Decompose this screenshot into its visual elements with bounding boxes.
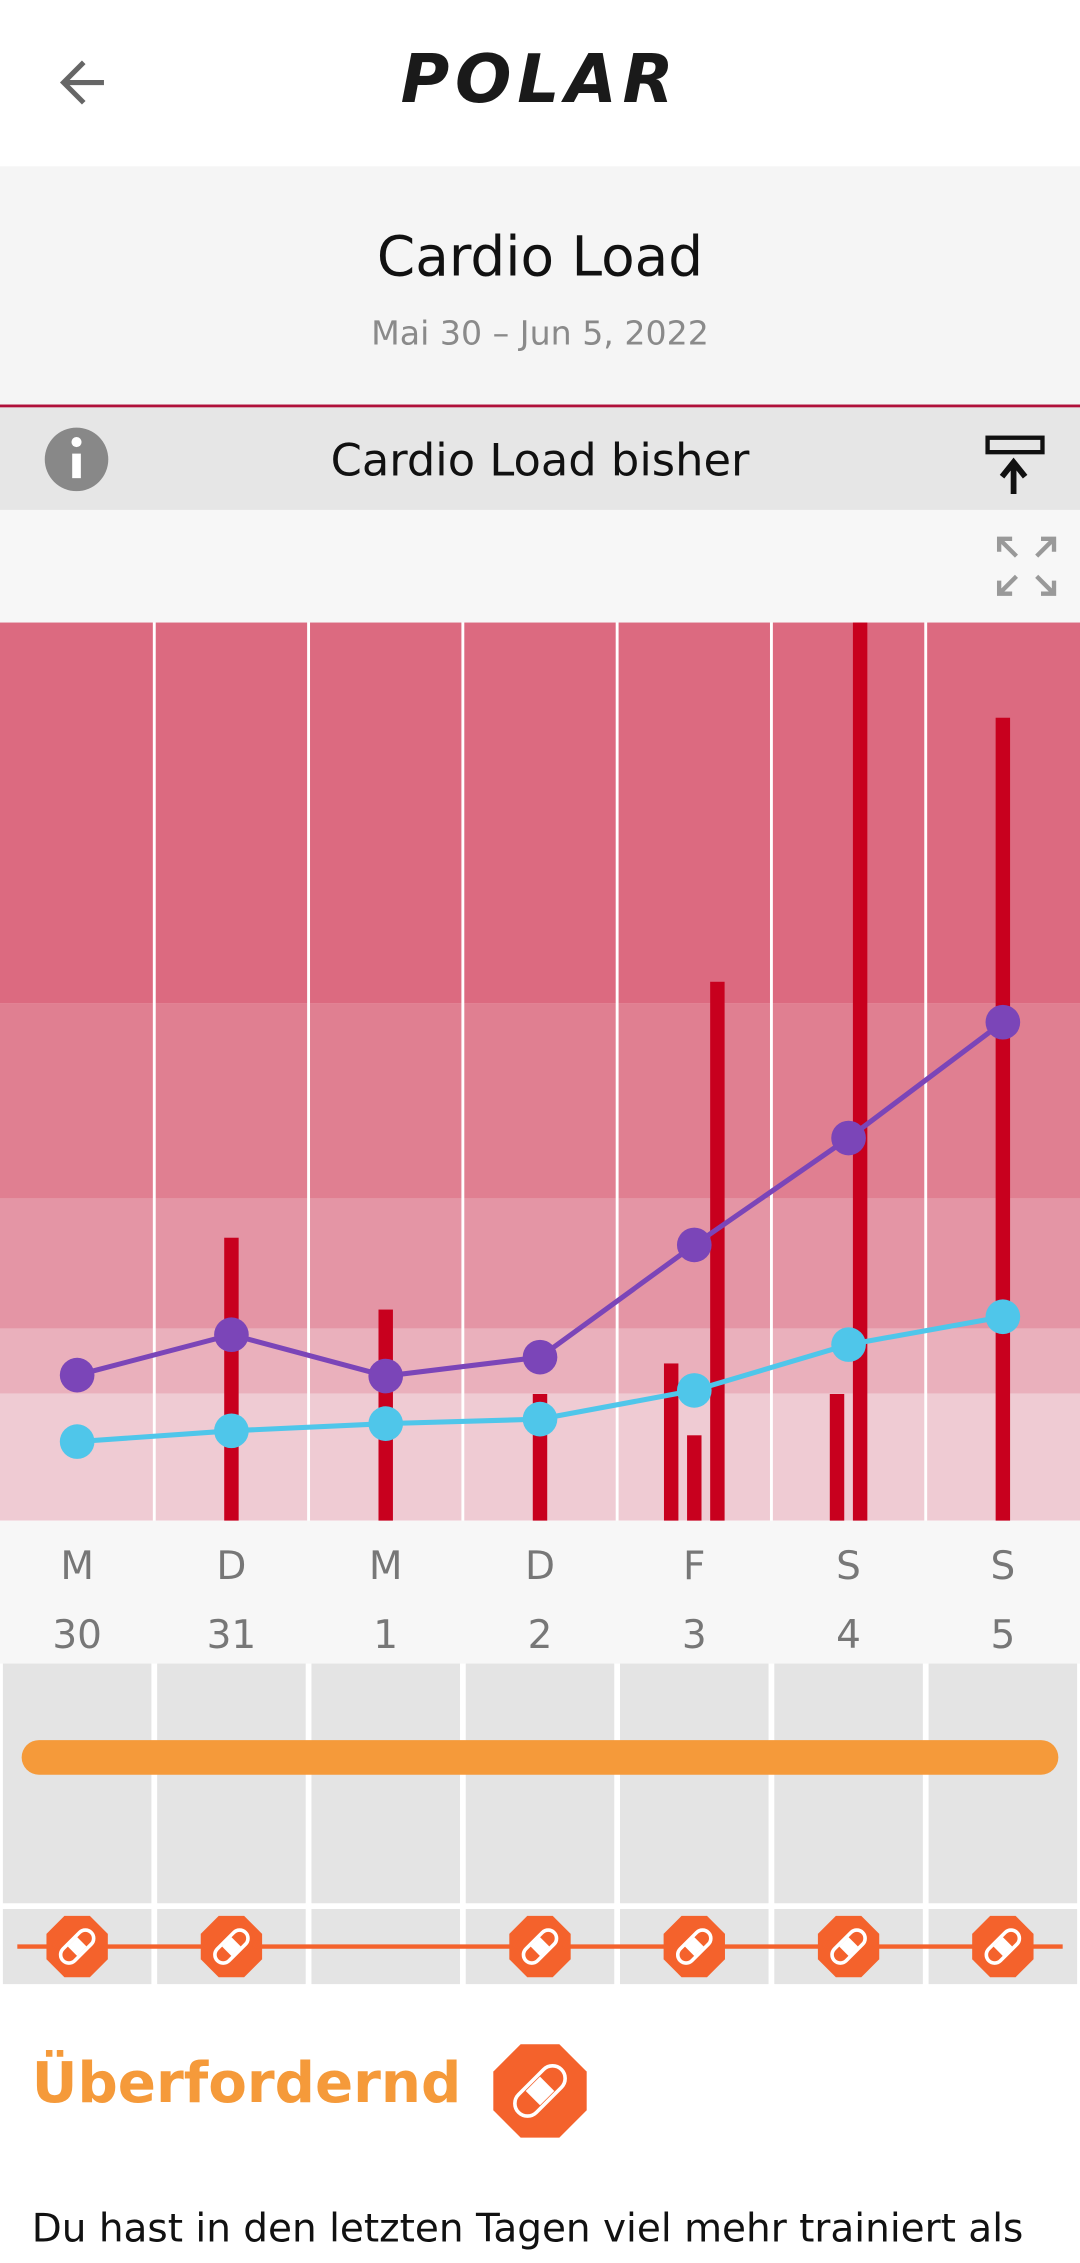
day-cell [620,1663,769,1904]
bar [829,1393,845,1521]
bar [710,981,725,1521]
chart-toolbar [0,509,1080,623]
body-text: Du hast in den letzten Tagen viel mehr t… [32,2206,1024,2251]
day-number-label: 5 [990,1613,1015,1658]
point [831,1120,866,1156]
badge-icon-pad [684,1937,704,1956]
title-area [0,166,1080,406]
bar [663,1363,679,1521]
chart-background [0,622,1080,1521]
badge-icon-pad [993,1937,1013,1956]
weekday-label: D [216,1544,246,1589]
weekday-label: M [369,1544,403,1589]
point [368,1406,404,1441]
toolbar [0,407,1080,510]
status-badge [817,1915,880,1978]
section-title: Cardio Load bisher [331,434,750,487]
day-number-label: 4 [836,1613,861,1658]
status-badge [46,1915,108,1978]
badge-icon [58,1928,96,1965]
point [368,1358,404,1394]
load-bar [21,1740,1059,1775]
status-badge [972,1915,1034,1978]
day-number-label: 1 [373,1613,398,1658]
weekday-label: D [525,1544,555,1589]
bar [224,1237,239,1521]
divider [0,404,1080,408]
title: Cardio Load [377,224,703,288]
day-cell [311,1663,460,1904]
point [214,1413,249,1449]
day-labels-area [0,1520,1080,1664]
point [676,1227,712,1263]
point [59,1357,95,1393]
point [831,1327,866,1362]
bar [687,1435,702,1521]
badge-icon [513,2063,567,2118]
status-label: Überfordernd [32,2049,462,2116]
badge-icon [830,1928,867,1965]
weekday-label: F [683,1544,705,1589]
day-number-label: 30 [52,1613,102,1658]
status-badge-large [493,2044,587,2138]
app-bar [0,0,1080,167]
point [214,1317,249,1353]
badge-icon [213,1928,250,1965]
badge-icon [984,1928,1022,1965]
logo: POLAR [401,40,680,118]
weekday-label: S [990,1544,1015,1589]
point [59,1424,95,1459]
back-button[interactable] [59,60,104,105]
day-number-label: 3 [682,1613,707,1658]
expand-button[interactable] [996,536,1057,596]
point [522,1339,558,1375]
weekday-label: M [60,1544,94,1589]
day-cell [928,1663,1078,1904]
export-button[interactable] [985,435,1045,495]
point [676,1373,712,1408]
day-cell [2,1663,152,1904]
date-range: Mai 30 – Jun 5, 2022 [371,314,709,353]
day-number-label: 2 [528,1613,553,1658]
bar [852,622,868,1521]
status-badge [663,1915,725,1978]
badge-icon [521,1928,559,1965]
badge-icon-pad [530,1937,550,1956]
point [985,1004,1021,1040]
badge-icon [675,1928,713,1965]
day-cell [157,1663,306,1904]
status-badge [509,1915,571,1978]
bar [995,717,1011,1521]
day-cell [465,1663,615,1904]
day-cell [774,1663,923,1904]
info-button[interactable] [44,427,109,492]
weekday-label: S [836,1544,861,1589]
point [522,1401,558,1437]
day-number-label: 31 [207,1613,257,1658]
badge-icon-pad [839,1937,858,1956]
point [985,1299,1021,1335]
status-badge [200,1915,263,1978]
